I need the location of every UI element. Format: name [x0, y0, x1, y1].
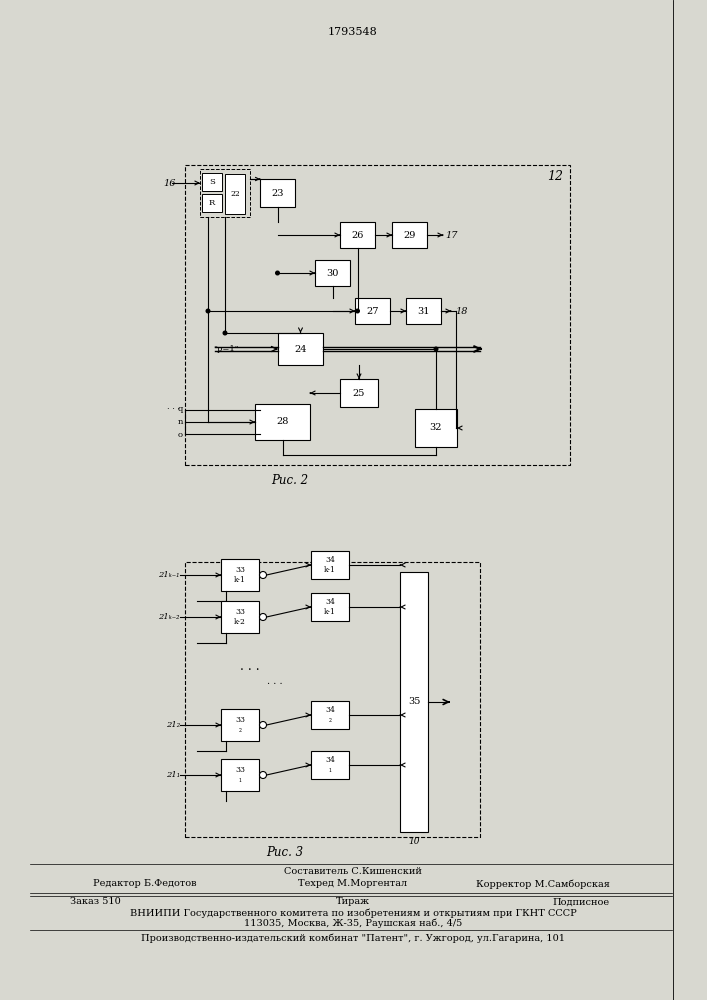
Text: o: o: [178, 431, 183, 439]
Text: 21ₖ₋₁: 21ₖ₋₁: [158, 571, 180, 579]
Text: Рис. 3: Рис. 3: [267, 846, 303, 858]
FancyBboxPatch shape: [202, 194, 222, 212]
FancyBboxPatch shape: [202, 173, 222, 191]
Text: 17: 17: [445, 231, 457, 239]
Text: 113035, Москва, Ж-35, Раушская наб., 4/5: 113035, Москва, Ж-35, Раушская наб., 4/5: [244, 918, 462, 928]
Circle shape: [259, 772, 267, 778]
Circle shape: [434, 347, 438, 351]
FancyBboxPatch shape: [340, 222, 375, 248]
FancyBboxPatch shape: [221, 709, 259, 741]
Text: 28: 28: [276, 418, 288, 426]
Text: Рис. 2: Рис. 2: [271, 474, 308, 487]
FancyBboxPatch shape: [406, 298, 441, 324]
FancyBboxPatch shape: [221, 759, 259, 791]
Text: Редактор Б.Федотов: Редактор Б.Федотов: [93, 880, 197, 888]
Text: 30: 30: [327, 268, 339, 277]
Text: 21₁: 21₁: [166, 771, 180, 779]
Text: "р=1": "р=1": [213, 345, 239, 353]
FancyBboxPatch shape: [278, 333, 323, 365]
Text: . . .: . . .: [267, 678, 283, 686]
Text: Составитель С.Кишенский: Составитель С.Кишенский: [284, 867, 422, 876]
FancyBboxPatch shape: [221, 601, 259, 633]
Text: 31: 31: [417, 306, 430, 316]
Text: 10: 10: [408, 838, 420, 846]
Text: 26: 26: [351, 231, 363, 239]
FancyBboxPatch shape: [221, 559, 259, 591]
Text: 33
k-1: 33 k-1: [234, 566, 246, 584]
Text: 33
₁: 33 ₁: [235, 766, 245, 784]
Circle shape: [223, 331, 227, 335]
Text: 22: 22: [230, 190, 240, 198]
Text: 24: 24: [294, 344, 307, 354]
Text: n: n: [177, 418, 183, 426]
Circle shape: [206, 309, 210, 313]
Text: Тираж: Тираж: [336, 898, 370, 906]
FancyBboxPatch shape: [225, 174, 245, 214]
Text: 32: 32: [430, 424, 443, 432]
FancyBboxPatch shape: [355, 298, 390, 324]
Text: Производственно-издательский комбинат "Патент", г. Ужгород, ул.Гагарина, 101: Производственно-издательский комбинат "П…: [141, 933, 565, 943]
FancyBboxPatch shape: [392, 222, 427, 248]
Text: 35: 35: [408, 698, 420, 706]
Text: · · ·: · · ·: [240, 664, 259, 676]
FancyBboxPatch shape: [400, 572, 428, 832]
Text: Техред М.Моргентал: Техред М.Моргентал: [298, 880, 407, 888]
Text: 21₂: 21₂: [166, 721, 180, 729]
Text: 23: 23: [271, 188, 284, 198]
Text: 27: 27: [366, 306, 379, 316]
Text: 1793548: 1793548: [328, 27, 378, 37]
Circle shape: [259, 572, 267, 578]
Text: 34
₂: 34 ₂: [325, 706, 335, 724]
Text: 33
₂: 33 ₂: [235, 716, 245, 734]
Circle shape: [259, 613, 267, 620]
Text: S: S: [209, 178, 215, 186]
Text: 21ₖ₋₂: 21ₖ₋₂: [158, 613, 180, 621]
Text: 34
k-1: 34 k-1: [324, 598, 336, 616]
Text: ВНИИПИ Государственного комитета по изобретениям и открытиям при ГКНТ СССР: ВНИИПИ Государственного комитета по изоб…: [129, 908, 576, 918]
Text: 29: 29: [403, 231, 416, 239]
FancyBboxPatch shape: [311, 751, 349, 779]
Circle shape: [276, 271, 279, 275]
Text: Корректор М.Самборская: Корректор М.Самборская: [476, 879, 610, 889]
FancyBboxPatch shape: [311, 701, 349, 729]
Text: Подписное: Подписное: [553, 898, 610, 906]
Text: · · ·: · · ·: [167, 405, 180, 413]
Text: 25: 25: [353, 388, 366, 397]
Text: 18: 18: [455, 306, 467, 316]
Text: 33
k-2: 33 k-2: [234, 608, 246, 626]
FancyBboxPatch shape: [311, 593, 349, 621]
Text: Заказ 510: Заказ 510: [70, 898, 121, 906]
FancyBboxPatch shape: [415, 409, 457, 447]
Text: 34
k-1: 34 k-1: [324, 556, 336, 574]
Circle shape: [356, 309, 359, 313]
FancyBboxPatch shape: [311, 551, 349, 579]
FancyBboxPatch shape: [315, 260, 350, 286]
Text: 16: 16: [164, 178, 176, 188]
Text: 34
₁: 34 ₁: [325, 756, 335, 774]
Text: R: R: [209, 199, 215, 207]
FancyBboxPatch shape: [340, 379, 378, 407]
FancyBboxPatch shape: [255, 404, 310, 440]
FancyBboxPatch shape: [260, 179, 295, 207]
Circle shape: [259, 722, 267, 728]
Text: 12: 12: [547, 170, 563, 184]
Text: q: q: [177, 405, 183, 413]
